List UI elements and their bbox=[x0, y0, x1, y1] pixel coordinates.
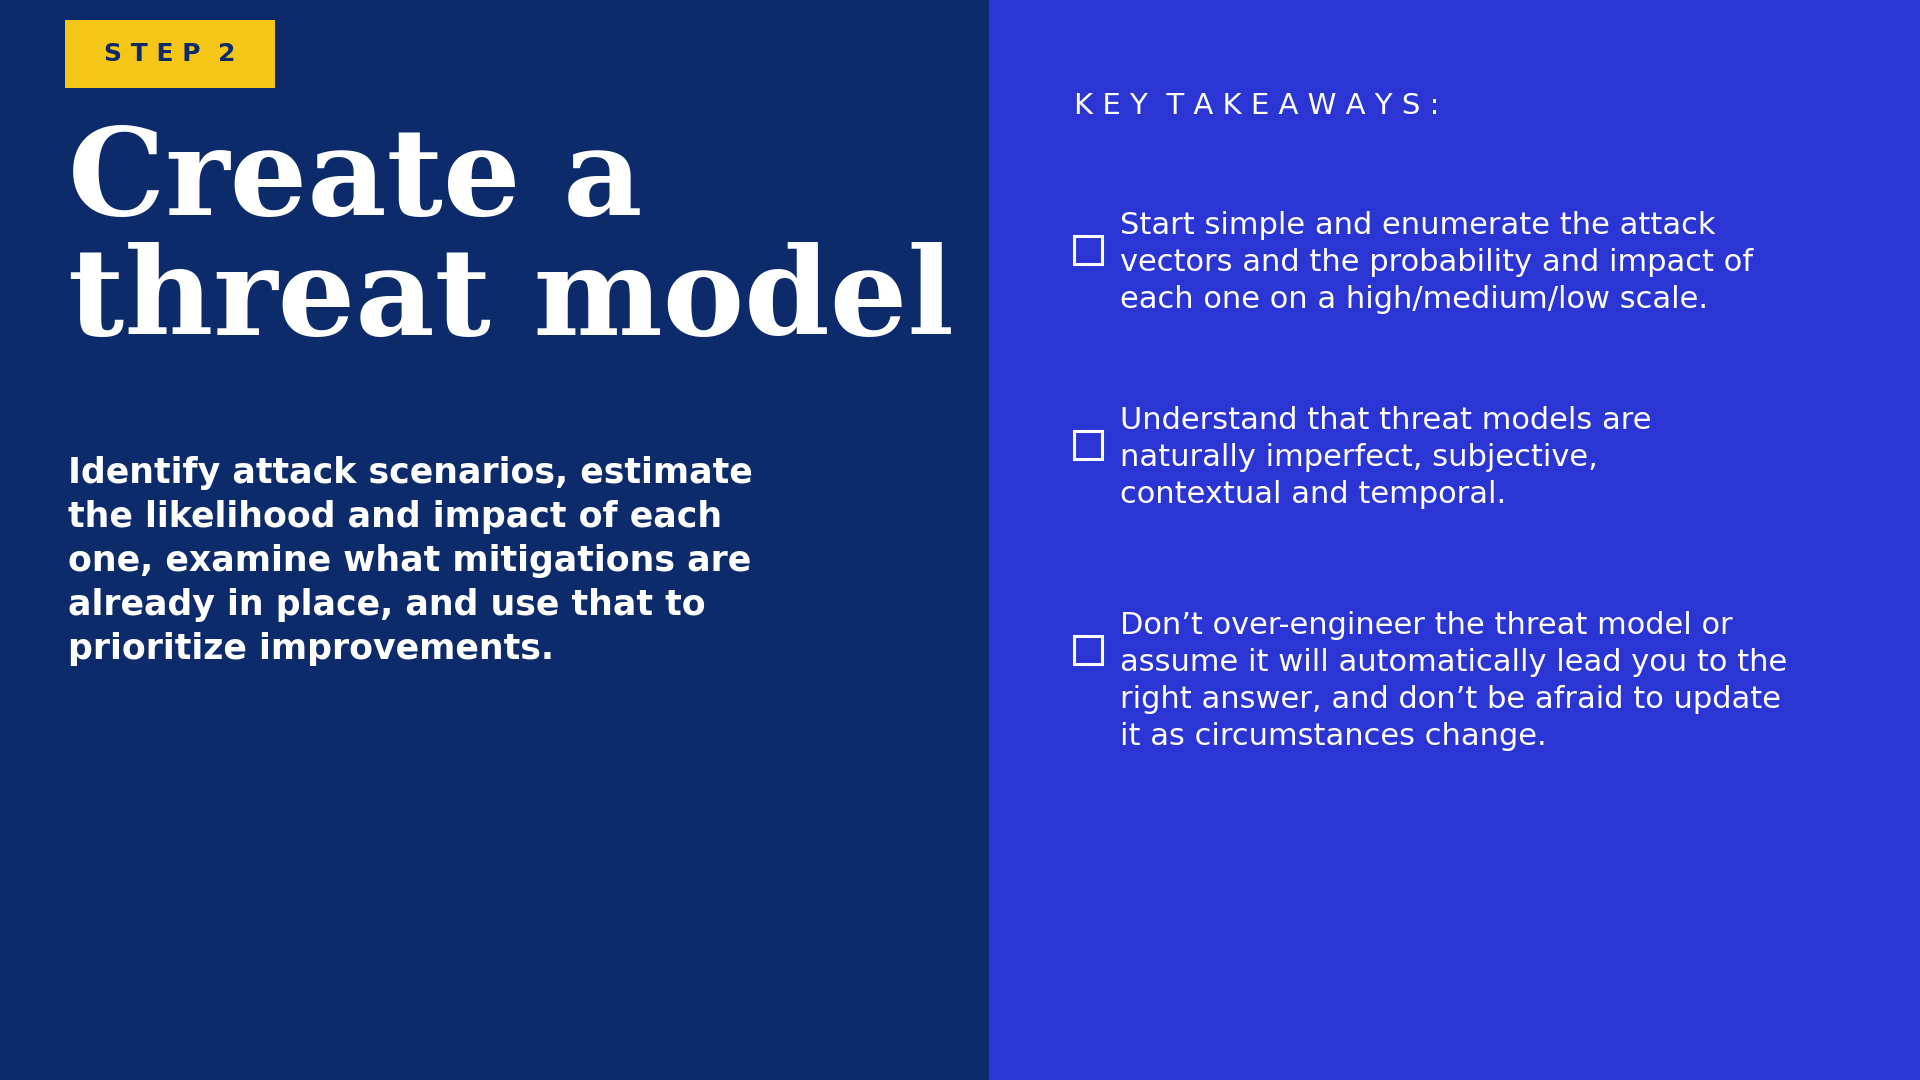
Text: Create a: Create a bbox=[67, 122, 643, 240]
Text: the likelihood and impact of each: the likelihood and impact of each bbox=[67, 500, 722, 534]
Text: it as circumstances change.: it as circumstances change. bbox=[1119, 723, 1546, 751]
Text: S T E P  2: S T E P 2 bbox=[104, 42, 236, 66]
FancyBboxPatch shape bbox=[65, 21, 275, 87]
Text: one, examine what mitigations are: one, examine what mitigations are bbox=[67, 544, 751, 578]
Text: each one on a high/medium/low scale.: each one on a high/medium/low scale. bbox=[1119, 285, 1707, 314]
Text: prioritize improvements.: prioritize improvements. bbox=[67, 632, 555, 666]
Text: assume it will automatically lead you to the: assume it will automatically lead you to… bbox=[1119, 648, 1788, 677]
Text: already in place, and use that to: already in place, and use that to bbox=[67, 588, 707, 622]
FancyBboxPatch shape bbox=[0, 0, 989, 1080]
Text: right answer, and don’t be afraid to update: right answer, and don’t be afraid to upd… bbox=[1119, 685, 1782, 714]
Text: Start simple and enumerate the attack: Start simple and enumerate the attack bbox=[1119, 211, 1715, 240]
Text: Don’t over-engineer the threat model or: Don’t over-engineer the threat model or bbox=[1119, 611, 1732, 640]
Text: Understand that threat models are: Understand that threat models are bbox=[1119, 406, 1651, 435]
Text: Identify attack scenarios, estimate: Identify attack scenarios, estimate bbox=[67, 456, 753, 490]
Text: vectors and the probability and impact of: vectors and the probability and impact o… bbox=[1119, 248, 1753, 276]
Text: contextual and temporal.: contextual and temporal. bbox=[1119, 480, 1505, 509]
FancyBboxPatch shape bbox=[989, 0, 1920, 1080]
Text: K E Y  T A K E A W A Y S :: K E Y T A K E A W A Y S : bbox=[1073, 92, 1440, 120]
Text: threat model: threat model bbox=[67, 242, 954, 360]
Text: naturally imperfect, subjective,: naturally imperfect, subjective, bbox=[1119, 443, 1597, 472]
